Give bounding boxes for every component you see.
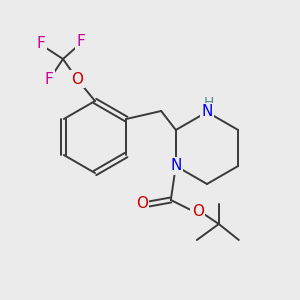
Text: F: F <box>76 34 85 49</box>
Text: N: N <box>201 104 213 119</box>
Text: H: H <box>204 96 214 110</box>
Text: O: O <box>136 196 148 211</box>
Text: F: F <box>37 37 45 52</box>
Text: O: O <box>192 203 204 218</box>
Text: F: F <box>45 71 53 86</box>
Text: N: N <box>170 158 182 173</box>
Text: O: O <box>71 71 83 86</box>
